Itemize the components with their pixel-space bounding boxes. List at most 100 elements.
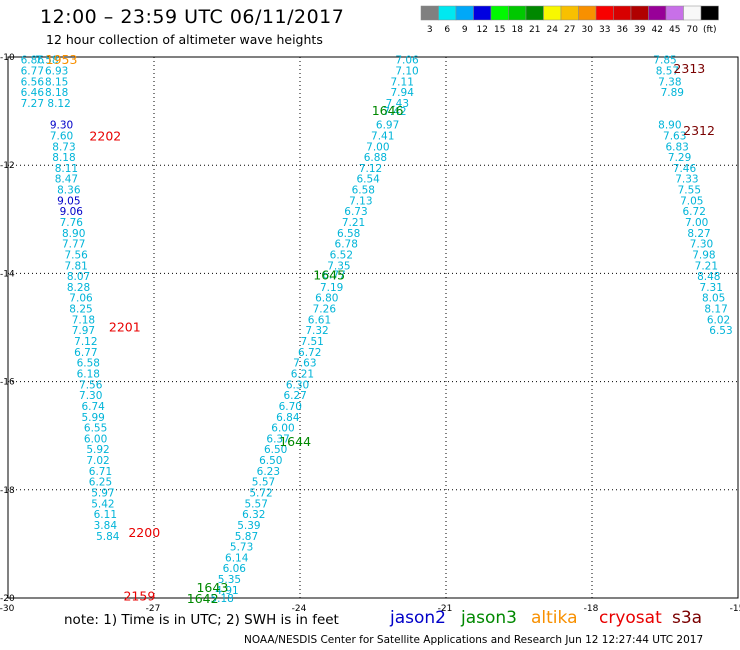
- wave-height-value: 6.14: [225, 552, 249, 564]
- wave-height-value: 7.51: [300, 336, 323, 348]
- wave-height-value: 6.70: [279, 401, 302, 413]
- scale-label: 3: [427, 25, 433, 35]
- wave-height-value: 6.88: [364, 152, 387, 164]
- scale-label: 39: [634, 25, 646, 35]
- scale-label: 12: [477, 25, 488, 35]
- legend-altika: altika: [531, 608, 578, 628]
- wave-height-value: 6.86: [21, 55, 45, 67]
- data-points: 7.067.107.117.947.437.426.977.417.006.88…: [21, 55, 733, 605]
- wave-height-value: 6.83: [665, 141, 688, 153]
- wave-height-value: 4.91: [215, 585, 238, 597]
- wave-height-value: 8.47: [55, 174, 78, 186]
- y-tick-label: -10: [0, 53, 15, 63]
- scale-swatch: [700, 5, 719, 21]
- wave-height-value: 5.84: [96, 531, 120, 543]
- wave-height-value: 7.19: [320, 282, 343, 294]
- wave-height-value: 8.57: [656, 66, 679, 78]
- wave-height-value: 7.63: [663, 130, 686, 142]
- wave-height-value: 6.37: [266, 433, 289, 445]
- scale-label: 42: [652, 25, 663, 35]
- wave-height-value: 7.27: [21, 98, 44, 110]
- wave-height-value: 6.74: [81, 401, 105, 413]
- wave-height-value: 7.05: [680, 195, 703, 207]
- legend-s3a: s3a: [672, 608, 703, 628]
- wave-height-chart: -30 -27 -24 -21 -18 -15 -10 -12 -14 -16 -18 -20 7.0…: [0, 52, 740, 614]
- x-tick-label: -15: [730, 604, 740, 614]
- color-scale: 3 6 9 12 15 18 21 24 27 30 33 36 39 42 45 70 (ft): [420, 5, 719, 35]
- wave-height-value: 6.50: [264, 444, 287, 456]
- wave-height-value: 7.13: [349, 195, 372, 207]
- wave-height-value: 9.05: [57, 195, 80, 207]
- wave-height-value: 5.42: [91, 498, 114, 510]
- wave-height-value: 6.06: [223, 563, 247, 575]
- track-time-label: 2159: [123, 588, 155, 603]
- wave-height-value: 6.11: [94, 509, 117, 521]
- wave-height-value: 6.21: [291, 368, 314, 380]
- wave-height-value: 6.54: [356, 174, 380, 186]
- wave-height-value: 7.02: [86, 455, 109, 467]
- wave-height-value: 7.26: [313, 304, 337, 316]
- wave-height-value: 9.30: [50, 120, 73, 132]
- wave-height-value: 7.30: [690, 239, 713, 251]
- scale-label: (ft): [703, 25, 717, 35]
- wave-height-value: 7.33: [675, 174, 698, 186]
- wave-height-value: 7.18: [72, 314, 95, 326]
- track-time-label: 1642: [187, 591, 219, 606]
- wave-height-value: 8.90: [658, 120, 681, 132]
- wave-height-value: 7.56: [79, 379, 103, 391]
- wave-height-value: 8.36: [57, 185, 81, 197]
- wave-height-value: 5.73: [230, 542, 253, 554]
- wave-height-value: 7.06: [69, 293, 93, 305]
- wave-height-value: 6.72: [683, 206, 706, 218]
- wave-height-value: 7.35: [327, 260, 350, 272]
- scale-label: 9: [462, 25, 468, 35]
- wave-height-value: 3.84: [94, 520, 118, 532]
- wave-height-value: 7.06: [395, 55, 419, 67]
- wave-height-value: 6.25: [89, 477, 112, 489]
- wave-height-value: 7.21: [342, 217, 365, 229]
- wave-height-value: 7.55: [678, 185, 701, 197]
- wave-height-value: 7.10: [395, 66, 418, 78]
- wave-height-value: 7.89: [661, 87, 684, 99]
- wave-height-value: 8.25: [69, 304, 92, 316]
- wave-height-value: 7.41: [371, 130, 394, 142]
- wave-height-value: 6.77: [322, 269, 345, 281]
- chart-subtitle: 12 hour collection of altimeter wave hei…: [46, 32, 323, 47]
- track-time-label: 2313: [673, 61, 705, 76]
- wave-height-value: 6.18: [77, 368, 100, 380]
- wave-height-value: 9.06: [60, 206, 84, 218]
- chart-title: 12:00 – 23:59 UTC 06/11/2017: [40, 6, 345, 28]
- legend-jason3: jason3: [461, 608, 517, 628]
- wave-height-value: 5.39: [237, 520, 260, 532]
- wave-height-value: 7.97: [72, 325, 95, 337]
- wave-height-value: 7.77: [62, 239, 85, 251]
- wave-height-value: 7.98: [692, 249, 715, 261]
- wave-height-value: 6.61: [308, 314, 331, 326]
- wave-height-value: 6.58: [352, 185, 375, 197]
- wave-height-value: 5.57: [252, 477, 275, 489]
- wave-height-value: 5.35: [218, 574, 241, 586]
- wave-height-value: 5.97: [91, 488, 114, 500]
- track-time-label: 2202: [89, 128, 121, 143]
- wave-height-value: 7.12: [74, 336, 97, 348]
- wave-height-value: 6.50: [259, 455, 282, 467]
- track-time-label: 1953: [46, 52, 78, 67]
- wave-height-value: 6.73: [344, 206, 367, 218]
- wave-height-value: 6.72: [298, 347, 321, 359]
- wave-height-value: 7.56: [64, 249, 88, 261]
- y-tick-label: -14: [0, 269, 15, 279]
- track-time-label: 2200: [128, 525, 160, 540]
- grid: [7, 56, 739, 599]
- x-tick-label: -24: [292, 604, 307, 614]
- wave-height-value: 6.77: [21, 66, 44, 78]
- credit-line: NOAA/NESDIS Center for Satellite Applica…: [244, 634, 704, 646]
- wave-height-value: 8.18: [45, 87, 68, 99]
- wave-height-value: 7.58: [35, 55, 58, 67]
- wave-height-value: 8.48: [697, 271, 720, 283]
- wave-height-value: 7.81: [64, 260, 87, 272]
- wave-height-value: 5.72: [249, 488, 272, 500]
- legend-cryosat: cryosat: [599, 608, 662, 628]
- wave-height-value: 7.29: [668, 152, 691, 164]
- wave-height-value: 5.57: [245, 498, 268, 510]
